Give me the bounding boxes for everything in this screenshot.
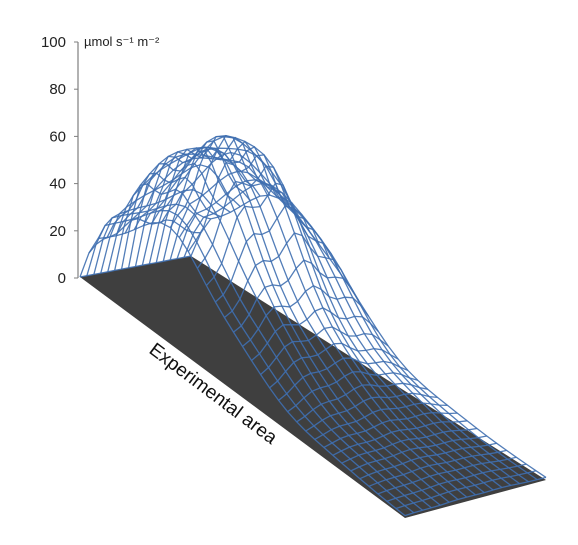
mesh-line-along [183,182,538,481]
mesh-line-along [127,153,468,498]
z-axis-ticks: 0 20 40 60 80 100 [41,34,78,287]
mesh-line-across [115,162,231,237]
mesh-line-along [86,210,415,514]
mesh-line-along [114,146,450,503]
mesh-line-along [176,179,529,483]
mesh-line-along [155,135,503,489]
z-tick-label: 100 [41,34,66,51]
mesh-line-along [120,146,459,501]
mesh-line-along [162,151,512,486]
mesh-line-along [141,147,485,494]
z-tick-label: 40 [49,176,66,193]
z-tick-label: 60 [49,128,66,145]
mesh-line-along [169,170,520,485]
mesh-line-along [190,194,547,478]
z-tick-label: 20 [49,223,66,240]
z-tick-label: 0 [58,270,66,287]
z-tick-label: 80 [49,81,66,98]
mesh-line-along [79,222,406,517]
z-axis-unit-label: µmol s⁻¹ m⁻² [84,34,160,49]
mesh-surface [79,134,547,517]
mesh-line-along [107,164,441,506]
mesh-line-along [148,134,494,491]
floor-plane [80,256,546,518]
mesh-line-along [100,189,432,509]
